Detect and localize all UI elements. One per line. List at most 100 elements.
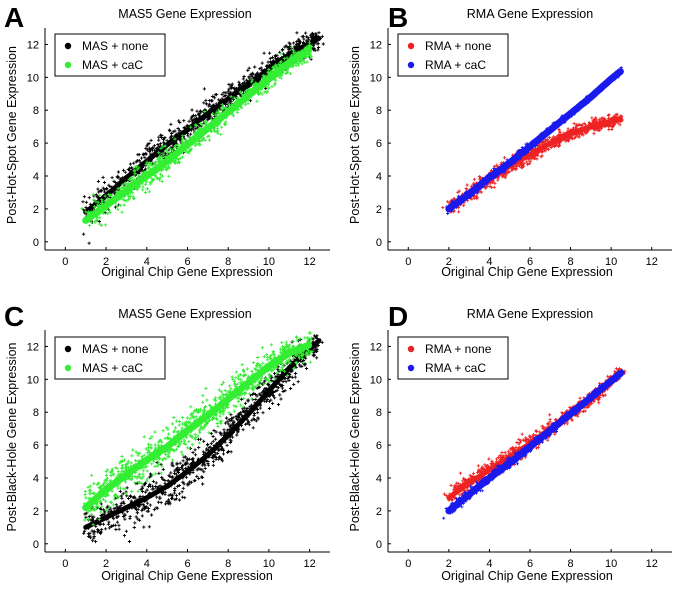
- scatter-layer: [82, 331, 324, 544]
- data-point: [569, 112, 573, 116]
- y-tick-label: 12: [370, 341, 382, 353]
- y-tick-label: 6: [376, 440, 382, 452]
- data-point: [124, 176, 128, 180]
- axes: 0 2 4 6 8 10 12 0 2 4 6 8 10 12: [27, 28, 330, 268]
- data-point: [287, 52, 291, 56]
- legend-box: [54, 336, 166, 380]
- series-mas-none: [82, 334, 324, 544]
- y-axis-label: Post-Black-Hole Gene Expression: [348, 342, 362, 531]
- y-tick-label: 4: [376, 171, 382, 183]
- data-point: [287, 366, 291, 370]
- data-point: [124, 506, 128, 510]
- scatter-layer: [442, 367, 627, 520]
- series-points: [442, 369, 625, 520]
- x-tick-label: 8: [568, 558, 574, 570]
- y-tick-label: 6: [33, 138, 39, 150]
- y-tick-label: 4: [33, 171, 39, 183]
- legend: RMA + none RMA + caC: [397, 336, 509, 380]
- series-rma-cac: [442, 369, 625, 520]
- x-tick-label: 6: [527, 558, 533, 570]
- data-point: [467, 192, 471, 196]
- axes: 0 2 4 6 8 10 12 0 2 4 6 8 10 12: [370, 28, 672, 268]
- data-point: [84, 525, 88, 529]
- data-point: [609, 379, 613, 383]
- x-tick-label: 0: [62, 256, 68, 268]
- data-point: [84, 506, 88, 510]
- y-tick-label: 6: [33, 440, 39, 452]
- data-point: [308, 47, 312, 51]
- legend-label-mas-none: MAS + none: [82, 39, 149, 53]
- x-tick-label: 6: [184, 256, 190, 268]
- axes: 0 2 4 6 8 10 12 0 2 4 6 8 10 12: [27, 330, 330, 570]
- legend-marker-mas-none: [64, 42, 72, 50]
- data-point: [226, 110, 230, 114]
- data-point: [447, 496, 451, 500]
- y-tick-label: 0: [33, 237, 39, 249]
- y-tick-label: 0: [376, 237, 382, 249]
- data-point: [206, 453, 210, 457]
- panel-d: D RMA Gene Expression Post-Black-Hole Ge…: [348, 301, 672, 583]
- series-mas-cac: [82, 331, 314, 527]
- x-axis-label: Original Chip Gene Expression: [441, 569, 613, 583]
- x-tick-label: 0: [405, 558, 411, 570]
- x-axis-label: Original Chip Gene Expression: [101, 265, 273, 279]
- data-point: [226, 397, 230, 401]
- data-point: [467, 492, 471, 496]
- axes: 0 2 4 6 8 10 12 0 2 4 6 8 10 12: [370, 330, 672, 570]
- data-point: [165, 143, 169, 147]
- data-point: [589, 125, 593, 129]
- data-point: [145, 496, 149, 500]
- series-mas-cac: [80, 41, 314, 228]
- y-tick-label: 10: [27, 374, 39, 386]
- x-tick-label: 10: [605, 558, 617, 570]
- data-point: [609, 120, 613, 124]
- data-point: [548, 428, 552, 432]
- x-tick-label: 2: [103, 558, 109, 570]
- data-point: [165, 484, 169, 488]
- data-point: [226, 433, 230, 437]
- data-point: [124, 189, 128, 193]
- legend-marker-rma-none: [407, 42, 415, 50]
- data-point: [467, 481, 471, 485]
- legend-label-rma-none: RMA + none: [425, 39, 492, 53]
- data-point: [165, 445, 169, 449]
- data-point: [548, 128, 552, 132]
- data-point: [619, 371, 623, 375]
- data-point: [569, 412, 573, 416]
- data-point: [508, 461, 512, 465]
- y-tick-label: 4: [33, 473, 39, 485]
- data-point: [528, 144, 532, 148]
- x-axis-label: Original Chip Gene Expression: [441, 265, 613, 279]
- y-tick-label: 10: [27, 72, 39, 84]
- x-tick-label: 0: [405, 256, 411, 268]
- panel-label: A: [4, 2, 24, 33]
- data-point: [548, 141, 552, 145]
- legend-label-rma-none: RMA + none: [425, 342, 492, 356]
- data-point: [145, 458, 149, 462]
- data-point: [104, 204, 108, 208]
- x-tick-label: 10: [263, 256, 275, 268]
- data-point: [619, 69, 623, 73]
- data-point: [267, 77, 271, 81]
- data-point: [145, 174, 149, 178]
- y-tick-label: 0: [376, 539, 382, 551]
- x-tick-label: 12: [304, 558, 316, 570]
- data-point: [206, 126, 210, 130]
- data-point: [124, 473, 128, 477]
- legend-box: [397, 33, 509, 77]
- data-point: [589, 395, 593, 399]
- y-tick-label: 2: [33, 506, 39, 518]
- series-points: [82, 331, 314, 527]
- data-point: [247, 381, 251, 385]
- data-point: [318, 36, 322, 40]
- x-tick-label: 12: [304, 256, 316, 268]
- data-point: [487, 476, 491, 480]
- x-tick-label: 4: [486, 256, 492, 268]
- panel-label: C: [4, 301, 24, 332]
- chart-title: MAS5 Gene Expression: [118, 7, 251, 21]
- series-rma-cac: [445, 66, 624, 216]
- y-tick-label: 8: [33, 105, 39, 117]
- data-point: [447, 207, 451, 211]
- x-tick-label: 6: [184, 558, 190, 570]
- panel-c: C MAS5 Gene Expression Post-Black-Hole G…: [4, 301, 330, 583]
